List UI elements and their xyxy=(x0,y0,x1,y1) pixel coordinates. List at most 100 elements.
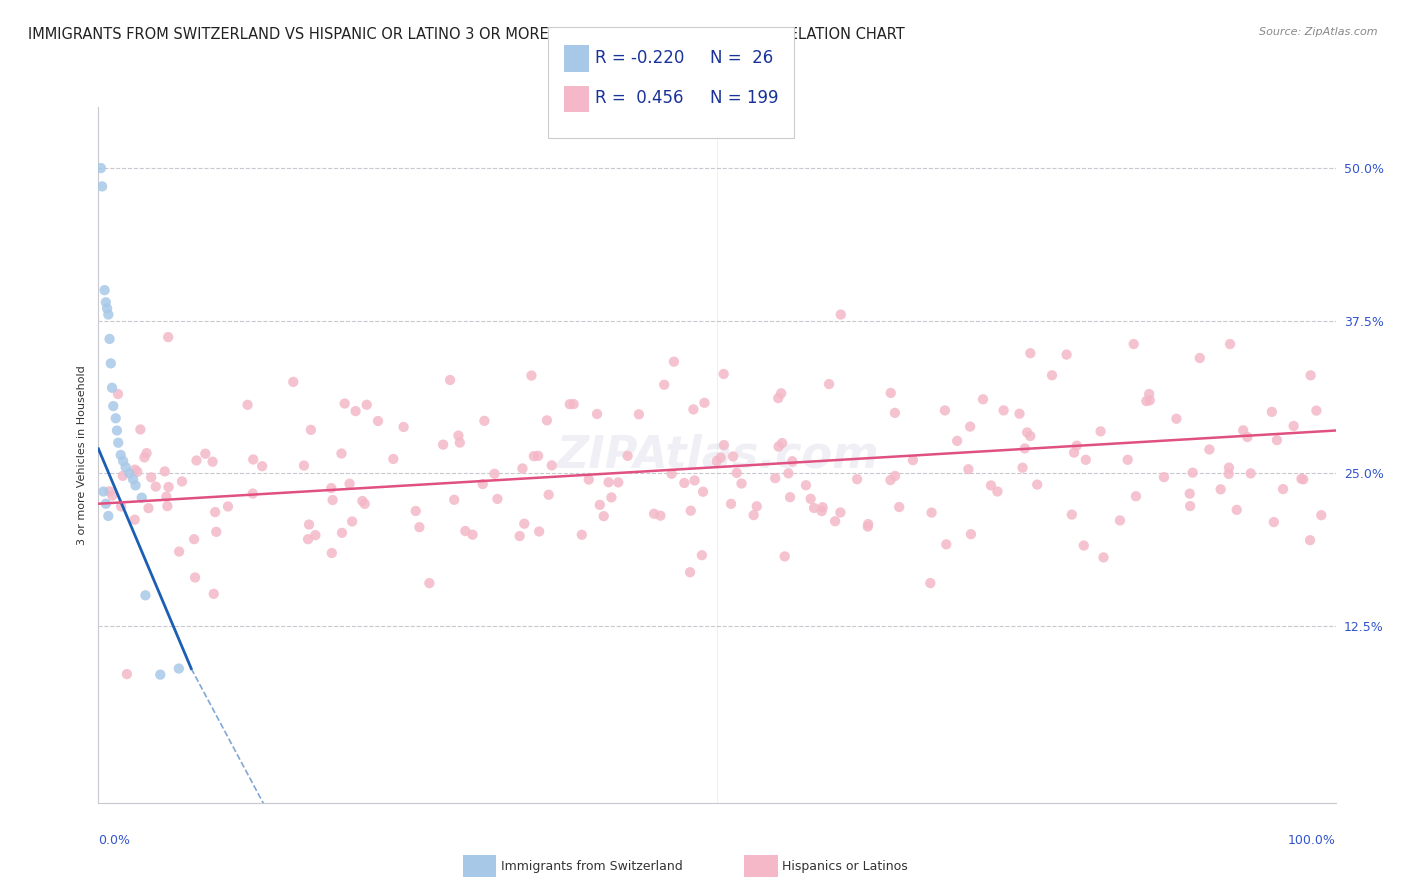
Point xyxy=(1109,513,1132,527)
Point xyxy=(673,475,696,490)
Point xyxy=(114,460,136,475)
Point xyxy=(1063,445,1085,459)
Point xyxy=(1218,460,1240,475)
Point xyxy=(333,396,356,410)
Text: R = -0.220: R = -0.220 xyxy=(595,49,685,67)
Point xyxy=(97,508,120,523)
Point xyxy=(770,436,793,450)
Text: Hispanics or Latinos: Hispanics or Latinos xyxy=(782,860,907,872)
Point xyxy=(107,387,129,401)
Point xyxy=(856,517,879,532)
Point xyxy=(153,465,176,479)
Point xyxy=(405,504,427,518)
Point xyxy=(616,449,638,463)
Point xyxy=(292,458,315,473)
Point xyxy=(204,505,226,519)
Point xyxy=(382,452,405,467)
Point xyxy=(367,414,389,428)
Point xyxy=(461,527,484,541)
Point xyxy=(112,454,135,468)
Text: R =  0.456: R = 0.456 xyxy=(595,89,683,107)
Point xyxy=(1232,423,1254,437)
Point xyxy=(1040,368,1063,383)
Point xyxy=(94,295,117,310)
Point xyxy=(662,354,685,368)
Point xyxy=(773,549,796,564)
Point xyxy=(661,467,683,481)
Point xyxy=(1137,387,1160,401)
Text: 100.0%: 100.0% xyxy=(1288,834,1336,847)
Point xyxy=(520,368,543,383)
Point xyxy=(1292,472,1315,486)
Point xyxy=(471,477,494,491)
Point xyxy=(713,367,735,381)
Point xyxy=(157,330,180,344)
Point xyxy=(880,386,903,401)
Point xyxy=(607,475,630,490)
Point xyxy=(1073,539,1095,553)
Point xyxy=(794,478,817,492)
Point xyxy=(959,419,981,434)
Point xyxy=(1181,466,1204,480)
Point xyxy=(768,391,790,405)
Point xyxy=(418,576,440,591)
Point xyxy=(540,458,562,473)
Point xyxy=(124,513,146,527)
Point xyxy=(186,453,208,467)
Point xyxy=(100,356,122,370)
Point xyxy=(901,453,924,467)
Point xyxy=(110,500,132,514)
Point xyxy=(598,475,620,490)
Point xyxy=(768,440,790,454)
Text: 0.0%: 0.0% xyxy=(98,834,131,847)
Point xyxy=(156,499,179,513)
Point xyxy=(131,491,153,505)
Point xyxy=(1017,425,1039,440)
Point xyxy=(536,413,558,427)
Point xyxy=(299,423,322,437)
Point xyxy=(454,524,477,538)
Point xyxy=(782,454,804,468)
Point xyxy=(1305,403,1327,417)
Point xyxy=(356,398,378,412)
Point xyxy=(484,467,506,481)
Point xyxy=(322,493,344,508)
Point xyxy=(509,529,531,543)
Point xyxy=(98,484,121,499)
Point xyxy=(115,667,138,681)
Point xyxy=(145,479,167,493)
Point xyxy=(1060,508,1083,522)
Point xyxy=(97,308,120,322)
Point xyxy=(537,488,560,502)
Point xyxy=(589,498,612,512)
Point xyxy=(110,448,132,462)
Point xyxy=(1139,393,1161,408)
Point xyxy=(935,537,957,551)
Point xyxy=(571,528,593,542)
Point xyxy=(1236,430,1258,444)
Point xyxy=(217,500,239,514)
Point xyxy=(93,283,115,297)
Point xyxy=(157,480,180,494)
Point xyxy=(512,461,534,475)
Point xyxy=(1122,337,1144,351)
Point xyxy=(643,507,665,521)
Point xyxy=(155,490,177,504)
Point xyxy=(93,484,115,499)
Point xyxy=(439,373,461,387)
Point xyxy=(98,332,121,346)
Point xyxy=(1263,515,1285,529)
Point xyxy=(321,546,343,560)
Point xyxy=(1219,337,1241,351)
Text: N =  26: N = 26 xyxy=(710,49,773,67)
Point xyxy=(340,515,363,529)
Point xyxy=(1291,472,1313,486)
Point xyxy=(94,497,117,511)
Point xyxy=(934,403,956,417)
Text: Source: ZipAtlas.com: Source: ZipAtlas.com xyxy=(1260,27,1378,37)
Point xyxy=(810,504,832,518)
Point xyxy=(730,476,752,491)
Point xyxy=(202,587,225,601)
Point xyxy=(1026,477,1049,491)
Point xyxy=(103,399,125,413)
